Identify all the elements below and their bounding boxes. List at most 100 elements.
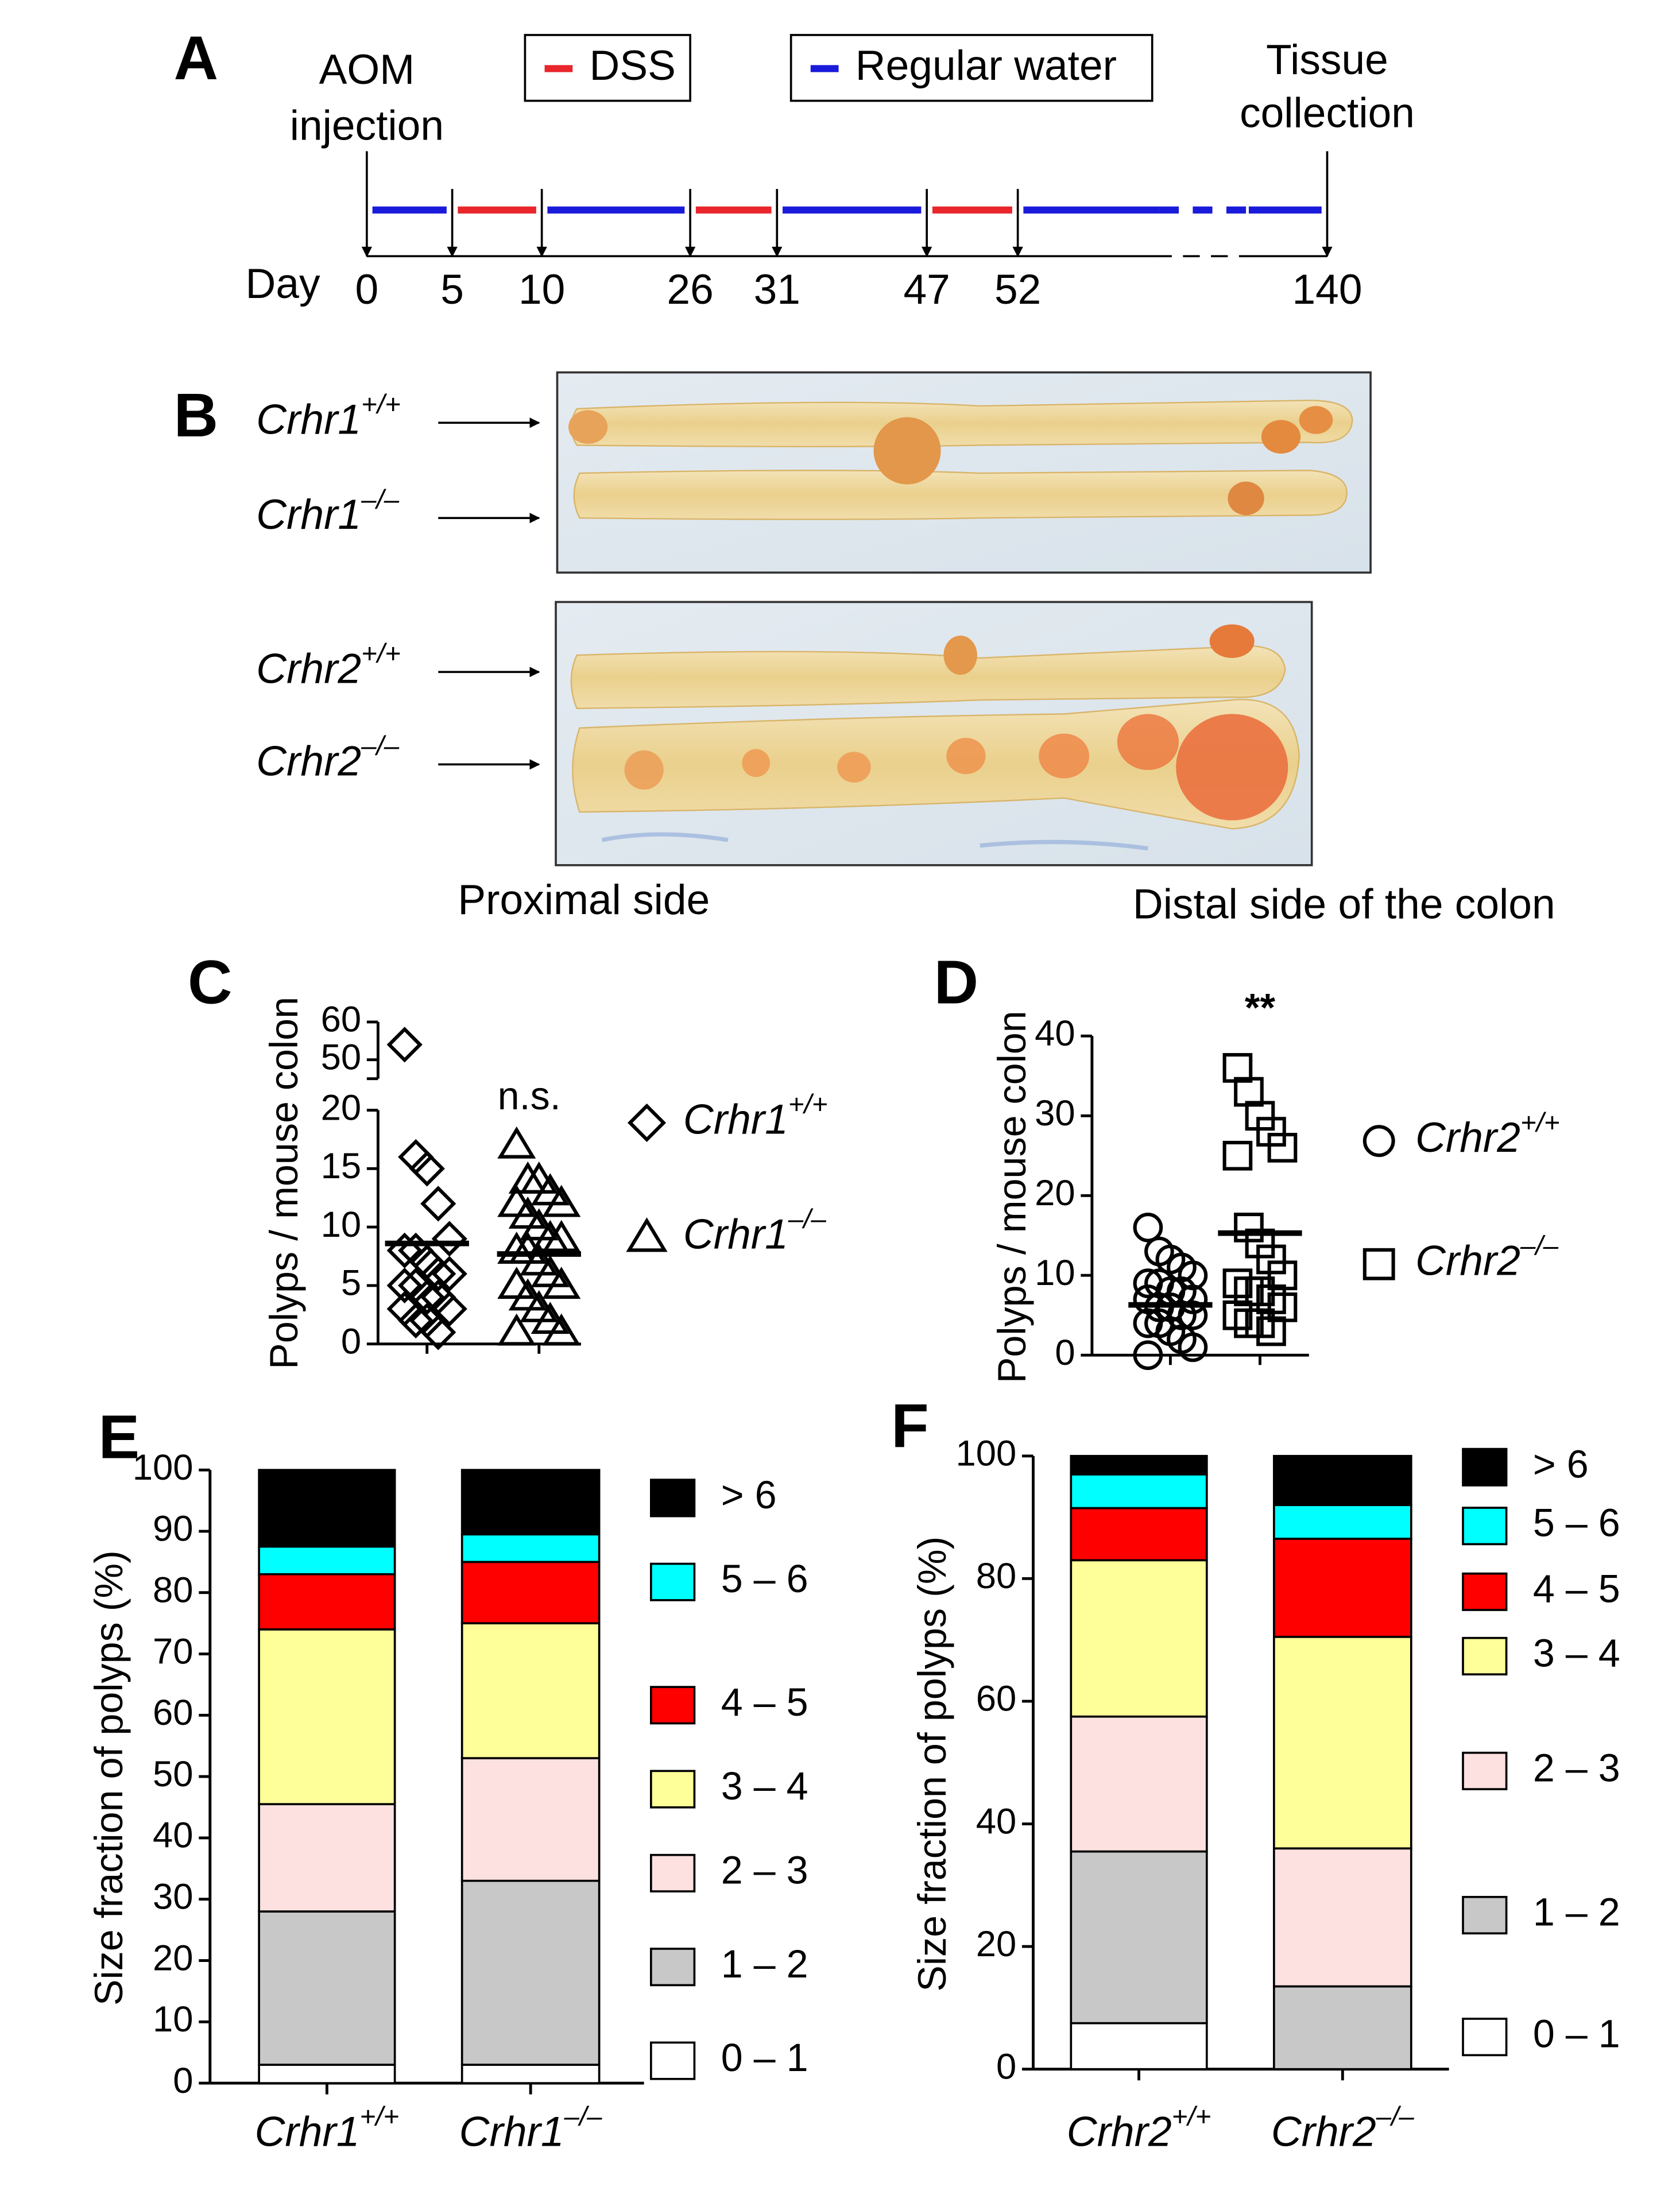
y-tick-label: 0 <box>341 1321 361 1361</box>
y-tick-label: 80 <box>976 1556 1017 1596</box>
legend-swatch <box>1462 1895 1508 1935</box>
photo-1 <box>556 371 1372 574</box>
point <box>420 1186 456 1222</box>
legend-label: Crhr1–/– <box>683 1204 826 1258</box>
legend-label: 0 – 1 <box>721 2036 808 2080</box>
legend-swatch <box>650 1770 696 1809</box>
y-axis-label: Polyps / mouse colon <box>990 1011 1034 1383</box>
y-tick-label: 100 <box>133 1447 193 1488</box>
bar-segment <box>1070 1559 1208 1718</box>
point <box>497 1267 536 1299</box>
point <box>420 1314 456 1350</box>
y-tick-label: 0 <box>173 2061 193 2101</box>
gene: Crhr2 <box>256 646 361 692</box>
start-label: AOM <box>319 47 415 93</box>
panel-label: C <box>188 947 232 1016</box>
gene: Crhr1 <box>459 2109 564 2155</box>
legend-swatch <box>1462 1751 1508 1790</box>
annotation: n.s. <box>498 1074 561 1118</box>
y-axis-label: Size fraction of polyps (%) <box>87 1550 131 2006</box>
legend-swatch <box>650 2041 696 2080</box>
y-tick-label: 0 <box>1055 1333 1075 1373</box>
legend-label: 1 – 2 <box>721 1942 808 1986</box>
legend-label: 4 – 5 <box>1533 1567 1620 1611</box>
point <box>542 1267 581 1299</box>
point <box>508 1278 547 1311</box>
legend-box <box>789 34 1153 102</box>
point <box>420 1256 456 1292</box>
gene: Crhr2 <box>1271 2109 1376 2155</box>
day-label: 26 <box>667 266 713 313</box>
bar-segment <box>460 1469 601 1536</box>
genotype: +/+ <box>788 1089 828 1120</box>
bar-segment <box>1273 1847 1412 1988</box>
point <box>542 1220 581 1252</box>
row-label: Crhr1+/+ <box>256 389 401 443</box>
point <box>508 1232 547 1264</box>
bar-segment <box>258 1545 396 1576</box>
y-tick-label: 80 <box>153 1570 193 1610</box>
end-label: Tissue <box>1266 37 1388 83</box>
panel-label: E <box>99 1403 140 1472</box>
legend-label: 2 – 3 <box>1533 1746 1620 1790</box>
day-label: 31 <box>754 266 800 313</box>
point <box>386 1027 423 1063</box>
y-tick-label: 20 <box>976 1924 1017 1964</box>
gene: Crhr2 <box>1067 2109 1172 2155</box>
point <box>1256 1244 1286 1275</box>
y-tick-label: 15 <box>321 1146 361 1186</box>
legend-swatch <box>650 1948 696 1987</box>
day-label: 52 <box>994 266 1041 313</box>
x-tick-label: Crhr2–/– <box>1271 2101 1414 2155</box>
point <box>1222 1140 1253 1171</box>
legend-swatch <box>650 1853 696 1892</box>
gene: Crhr2 <box>1415 1238 1520 1284</box>
point <box>1245 1308 1275 1338</box>
legend-label: 3 – 4 <box>721 1764 808 1808</box>
legend-label: Crhr2–/– <box>1415 1230 1558 1284</box>
genotype: –/– <box>361 484 400 514</box>
point <box>386 1232 423 1268</box>
point <box>1133 1340 1163 1371</box>
x-tick-label: Crhr1+/+ <box>255 2101 400 2155</box>
point <box>1245 1276 1275 1306</box>
legend-label: Regular water <box>856 42 1117 89</box>
y-tick-label: 70 <box>153 1631 193 1671</box>
panel-label: D <box>934 947 978 1016</box>
legend-swatch <box>1462 2018 1508 2057</box>
legend-label: > 6 <box>721 1473 777 1517</box>
y-tick-label: 40 <box>153 1816 193 1856</box>
bar-segment <box>1070 1454 1208 1476</box>
point <box>398 1139 434 1175</box>
row-label: Crhr2+/+ <box>256 638 401 692</box>
legend-swatch <box>1462 1507 1508 1546</box>
point <box>398 1232 434 1268</box>
bar-segment <box>460 1757 601 1882</box>
point <box>508 1197 547 1229</box>
genotype: +/+ <box>361 389 401 420</box>
bar-segment <box>460 1879 601 2066</box>
y-tick-label: 90 <box>153 1509 193 1549</box>
y-tick-label: 60 <box>321 1000 361 1040</box>
bar-segment <box>258 1803 396 1913</box>
legend-swatch <box>650 1479 696 1518</box>
proximal-label: Proximal side <box>458 877 710 923</box>
point <box>497 1126 536 1159</box>
y-tick-label: 20 <box>1035 1173 1075 1213</box>
point <box>1267 1292 1298 1322</box>
point <box>398 1302 434 1339</box>
y-tick-label: 0 <box>996 2046 1016 2087</box>
genotype: –/– <box>1376 2101 1415 2132</box>
distal-label: Distal side of the colon <box>1133 881 1555 927</box>
legend-label: 4 – 5 <box>721 1681 808 1724</box>
point <box>431 1221 467 1257</box>
legend-label: Crhr2+/+ <box>1415 1107 1560 1161</box>
genotype: –/– <box>361 731 400 761</box>
bar-segment <box>460 1533 601 1563</box>
legend-swatch <box>1462 1447 1508 1487</box>
gene: Crhr2 <box>1415 1114 1520 1161</box>
bar-segment <box>1273 1454 1412 1507</box>
legend-swatch <box>1462 1572 1508 1611</box>
bar-segment <box>1070 1850 1208 2025</box>
genotype: +/+ <box>1172 2101 1211 2132</box>
